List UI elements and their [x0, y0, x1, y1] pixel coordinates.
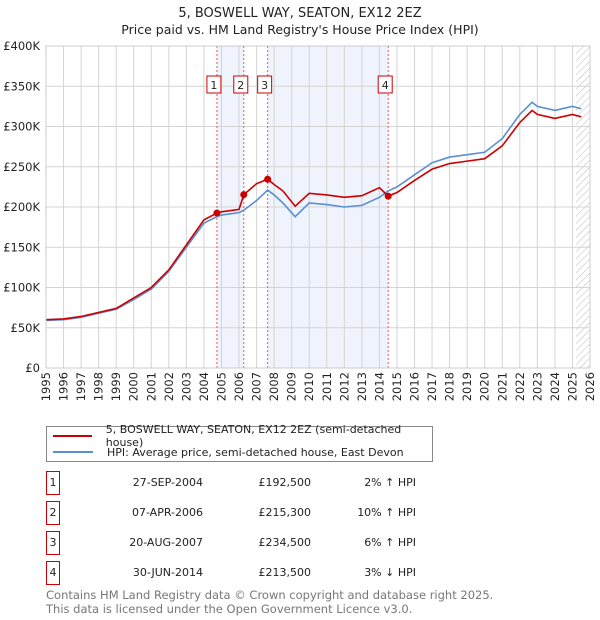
sale-row: 3 20-AUG-2007 £234,500 6% ↑ HPI — [46, 531, 446, 555]
sale-number: 3 — [46, 531, 60, 555]
footer: Contains HM Land Registry data © Crown c… — [46, 588, 493, 616]
sale-price: £215,300 — [258, 506, 312, 519]
x-tick-label: 2023 — [530, 372, 544, 401]
x-tick-label: 1999 — [109, 372, 123, 401]
sale-label: 1 — [210, 79, 217, 92]
y-tick-label: £350K — [3, 79, 40, 93]
sale-label-box — [206, 75, 222, 94]
plot-frame — [45, 45, 591, 369]
sale-date: 07-APR-2006 — [131, 506, 203, 519]
x-tick-label: 2009 — [285, 372, 299, 401]
x-tick-label: 2005 — [214, 372, 228, 401]
x-tick-label: 2012 — [337, 372, 351, 401]
x-tick-label: 2004 — [197, 372, 211, 401]
x-tick-label: 1997 — [74, 372, 88, 401]
chart-title: 5, BOSWELL WAY, SEATON, EX12 2EZ — [178, 6, 421, 21]
x-tick-label: 2016 — [408, 372, 422, 401]
hpi-line — [45, 101, 582, 322]
y-tick-label: £0 — [25, 361, 40, 375]
x-tick-label: 2006 — [232, 372, 246, 401]
sale-number: 1 — [46, 471, 60, 495]
sale-row: 2 07-APR-2006 £215,300 10% ↑ HPI — [46, 501, 446, 525]
y-tick-label: £100K — [3, 281, 40, 295]
sale-hpi-diff: 3% ↓ HPI — [364, 566, 416, 579]
sale-price: £234,500 — [258, 536, 312, 549]
chart-subtitle: Price paid vs. HM Land Registry's House … — [121, 22, 478, 37]
y-tick-label: £250K — [3, 160, 40, 174]
sale-hpi-diff: 10% ↑ HPI — [357, 506, 416, 519]
footer-line: Contains HM Land Registry data © Crown c… — [46, 588, 494, 602]
sale-label-box — [377, 75, 393, 94]
legend-item-hpi: HPI: Average price, semi-detached house,… — [53, 444, 404, 460]
legend-label: HPI: Average price, semi-detached house,… — [107, 445, 404, 459]
x-tick-label: 1995 — [39, 372, 53, 401]
legend-swatch-blue — [53, 451, 93, 453]
sale-hpi-diff: 2% ↑ HPI — [364, 476, 416, 489]
x-tick-label: 2014 — [372, 372, 386, 401]
legend-swatch-red — [53, 435, 92, 437]
x-tick-label: 2024 — [548, 372, 562, 401]
sale-number: 2 — [46, 501, 60, 525]
x-tick-label: 1998 — [92, 372, 106, 401]
footer-line: This data is licensed under the Open Gov… — [46, 602, 413, 616]
x-tick-label: 2008 — [267, 372, 281, 401]
legend-item-property: 5, BOSWELL WAY, SEATON, EX12 2EZ (semi-d… — [53, 423, 432, 449]
x-tick-label: 2020 — [478, 372, 492, 401]
x-tick-label: 2017 — [425, 372, 439, 401]
legend: 5, BOSWELL WAY, SEATON, EX12 2EZ (semi-d… — [46, 423, 433, 462]
sale-date: 30-JUN-2014 — [132, 566, 203, 579]
sale-point — [213, 209, 221, 217]
sale-label-box — [233, 75, 249, 94]
x-tick-label: 2007 — [250, 372, 264, 401]
sale-row: 1 27-SEP-2004 £192,500 2% ↑ HPI — [46, 471, 446, 495]
property-price-line — [45, 109, 582, 321]
x-tick-label: 2026 — [583, 372, 597, 401]
sale-price: £213,500 — [258, 566, 312, 579]
x-tick-label: 2018 — [443, 372, 457, 401]
sale-date: 27-SEP-2004 — [132, 476, 203, 489]
y-tick-label: £300K — [3, 120, 40, 134]
x-tick-label: 2002 — [162, 372, 176, 401]
x-tick-label: 2013 — [355, 372, 369, 401]
sale-date: 20-AUG-2007 — [129, 536, 203, 549]
sale-point — [240, 191, 248, 199]
sale-hpi-diff: 6% ↑ HPI — [364, 536, 416, 549]
x-tick-label: 2010 — [302, 372, 316, 401]
x-tick-label: 1996 — [57, 372, 71, 401]
sale-row: 4 30-JUN-2014 £213,500 3% ↓ HPI — [46, 561, 446, 585]
x-tick-label: 2025 — [565, 372, 579, 401]
x-tick-label: 2015 — [390, 372, 404, 401]
x-tick-label: 2022 — [513, 372, 527, 401]
x-tick-label: 2000 — [127, 372, 141, 401]
x-tick-label: 2003 — [179, 372, 193, 401]
x-tick-label: 2021 — [495, 372, 509, 401]
sale-point — [264, 175, 272, 183]
y-tick-label: £50K — [11, 321, 41, 335]
sale-price: £192,500 — [258, 476, 312, 489]
legend-label: 5, BOSWELL WAY, SEATON, EX12 2EZ (semi-d… — [105, 423, 402, 449]
sale-label: 2 — [237, 79, 244, 92]
x-tick-label: 2011 — [320, 372, 334, 401]
sale-number: 4 — [46, 561, 60, 585]
y-tick-label: £400K — [3, 39, 40, 53]
sale-label: 4 — [382, 79, 389, 92]
y-tick-label: £200K — [3, 200, 40, 214]
sale-point — [384, 192, 392, 200]
sale-label: 3 — [261, 79, 268, 92]
x-tick-label: 2001 — [144, 372, 158, 401]
x-tick-label: 2019 — [460, 372, 474, 401]
sale-label-box — [257, 75, 273, 94]
y-tick-label: £150K — [3, 240, 40, 254]
